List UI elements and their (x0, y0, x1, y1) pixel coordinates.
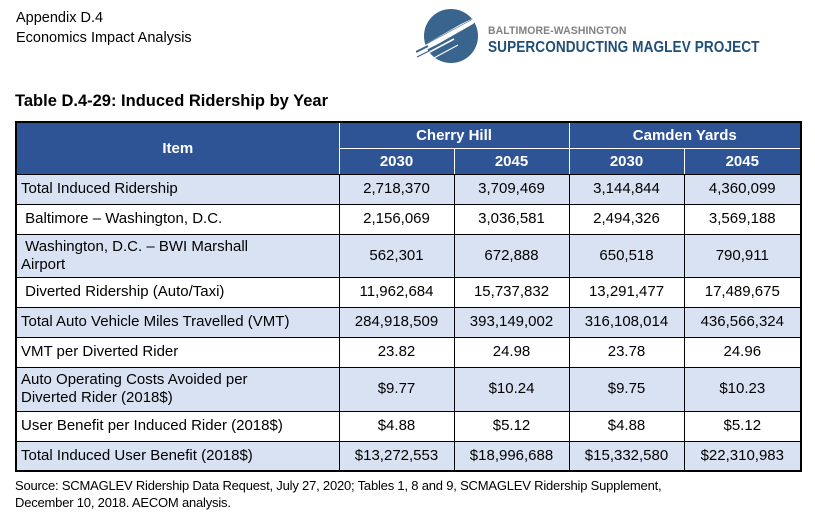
value-cell: $4.88 (338, 410, 455, 442)
row-item-label: Auto Operating Costs Avoided per Diverte… (15, 367, 340, 412)
value-cell: 24.96 (683, 337, 802, 369)
value-cell: 436,566,324 (683, 307, 802, 339)
row-item-label: Washington, D.C. – BWI Marshall Airport (15, 233, 340, 279)
value-cell: $13,272,553 (338, 440, 455, 472)
value-cell: $5.12 (453, 410, 570, 442)
value-cell: 2,494,326 (568, 203, 685, 235)
column-header-item: Item (15, 121, 340, 175)
value-cell: $15,332,580 (568, 440, 685, 472)
page-header-row: Appendix D.4 Economics Impact Analysis (0, 0, 815, 63)
value-cell: $22,310,983 (683, 440, 802, 472)
table-row: Total Auto Vehicle Miles Travelled (VMT)… (15, 307, 802, 339)
year-header-row: 2030 2045 2030 2045 (16, 147, 802, 175)
value-cell: 672,888 (453, 233, 570, 279)
row-item-label: VMT per Diverted Rider (15, 337, 340, 369)
column-header-year: 2030 (568, 147, 685, 175)
table-row: Baltimore – Washington, D.C. 2,156,069 3,0… (15, 203, 802, 235)
row-item-label: User Benefit per Induced Rider (2018$) (15, 410, 340, 442)
value-cell: 23.82 (338, 337, 455, 369)
column-header-year: 2045 (453, 147, 570, 175)
project-logo: BALTIMORE-WASHINGTON SUPERCONDUCTING MAG… (415, 8, 807, 66)
appendix-subtitle: Economics Impact Analysis (16, 30, 192, 46)
table-row: Diverted Ridership (Auto/Taxi) 11,962,684… (15, 277, 802, 309)
value-cell: 3,144,844 (568, 173, 685, 205)
appendix-label: Appendix D.4 (16, 10, 104, 26)
value-cell: $4.88 (568, 410, 685, 442)
station-header-row: Item Cherry Hill Camden Yards (15, 121, 802, 175)
value-cell: 13,291,477 (568, 277, 685, 309)
value-cell: 316,108,014 (568, 307, 685, 339)
value-cell: $9.77 (338, 367, 455, 412)
value-cell: 4,360,099 (683, 173, 802, 205)
value-cell: 3,569,188 (683, 203, 802, 235)
value-cell: 2,156,069 (338, 203, 455, 235)
induced-ridership-table: Item Cherry Hill Camden Yards 2030 2045 … (15, 121, 803, 473)
value-cell: 24.98 (453, 337, 570, 369)
table-row: Auto Operating Costs Avoided per Diverte… (15, 367, 802, 412)
value-cell: 11,962,684 (338, 277, 455, 309)
source-line: Source: SCMAGLEV Ridership Data Request,… (15, 478, 662, 494)
maglev-train-icon (415, 9, 478, 63)
row-item-label: Total Induced User Benefit (2018$) (15, 440, 340, 472)
value-cell: $9.75 (568, 367, 685, 412)
logo-wordmark: BALTIMORE-WASHINGTON SUPERCONDUCTING MAG… (488, 21, 807, 57)
table-row: Washington, D.C. – BWI Marshall Airport 5… (15, 233, 802, 279)
table-body: Total Induced Ridership 2,718,370 3,709,46… (15, 173, 802, 472)
document-header: Appendix D.4 Economics Impact Analysis (16, 8, 192, 48)
value-cell: $10.24 (453, 367, 570, 412)
value-cell: 790,911 (683, 233, 802, 279)
value-cell: $10.23 (683, 367, 802, 412)
source-line: December 10, 2018. AECOM analysis. (15, 494, 231, 510)
row-item-label: Baltimore – Washington, D.C. (15, 203, 340, 235)
value-cell: 23.78 (568, 337, 685, 369)
value-cell: 3,036,581 (453, 203, 570, 235)
row-item-label: Total Auto Vehicle Miles Travelled (VMT) (15, 307, 340, 339)
value-cell: 2,718,370 (338, 173, 455, 205)
column-header-year: 2030 (338, 147, 455, 175)
table-header: Item Cherry Hill Camden Yards 2030 2045 … (15, 121, 802, 175)
table-row: VMT per Diverted Rider 23.82 24.98 23.78 24.… (15, 337, 802, 369)
table-row: Total Induced Ridership 2,718,370 3,709,46… (15, 173, 802, 205)
value-cell: 17,489,675 (683, 277, 802, 309)
table-row: User Benefit per Induced Rider (2018$) $4… (15, 410, 802, 442)
logo-project-name: SUPERCONDUCTING MAGLEV PROJECT (487, 39, 760, 56)
value-cell: 562,301 (338, 233, 455, 279)
row-item-label: Diverted Ridership (Auto/Taxi) (15, 277, 340, 309)
logo-region-label: BALTIMORE-WASHINGTON (487, 25, 627, 37)
value-cell: 393,149,002 (453, 307, 570, 339)
source-note: Source: SCMAGLEV Ridership Data Request,… (15, 478, 800, 511)
table-row: Total Induced User Benefit (2018$) $13,27… (15, 440, 802, 472)
row-item-label: Total Induced Ridership (15, 173, 340, 205)
value-cell: $5.12 (683, 410, 802, 442)
column-group-camden-yards: Camden Yards (568, 121, 802, 149)
column-group-cherry-hill: Cherry Hill (338, 121, 570, 149)
value-cell: $18,996,688 (453, 440, 570, 472)
value-cell: 284,918,509 (338, 307, 455, 339)
value-cell: 15,737,832 (453, 277, 570, 309)
column-header-year: 2045 (683, 147, 802, 175)
value-cell: 650,518 (568, 233, 685, 279)
value-cell: 3,709,469 (453, 173, 570, 205)
table-title: Table D.4-29: Induced Ridership by Year (15, 92, 328, 110)
